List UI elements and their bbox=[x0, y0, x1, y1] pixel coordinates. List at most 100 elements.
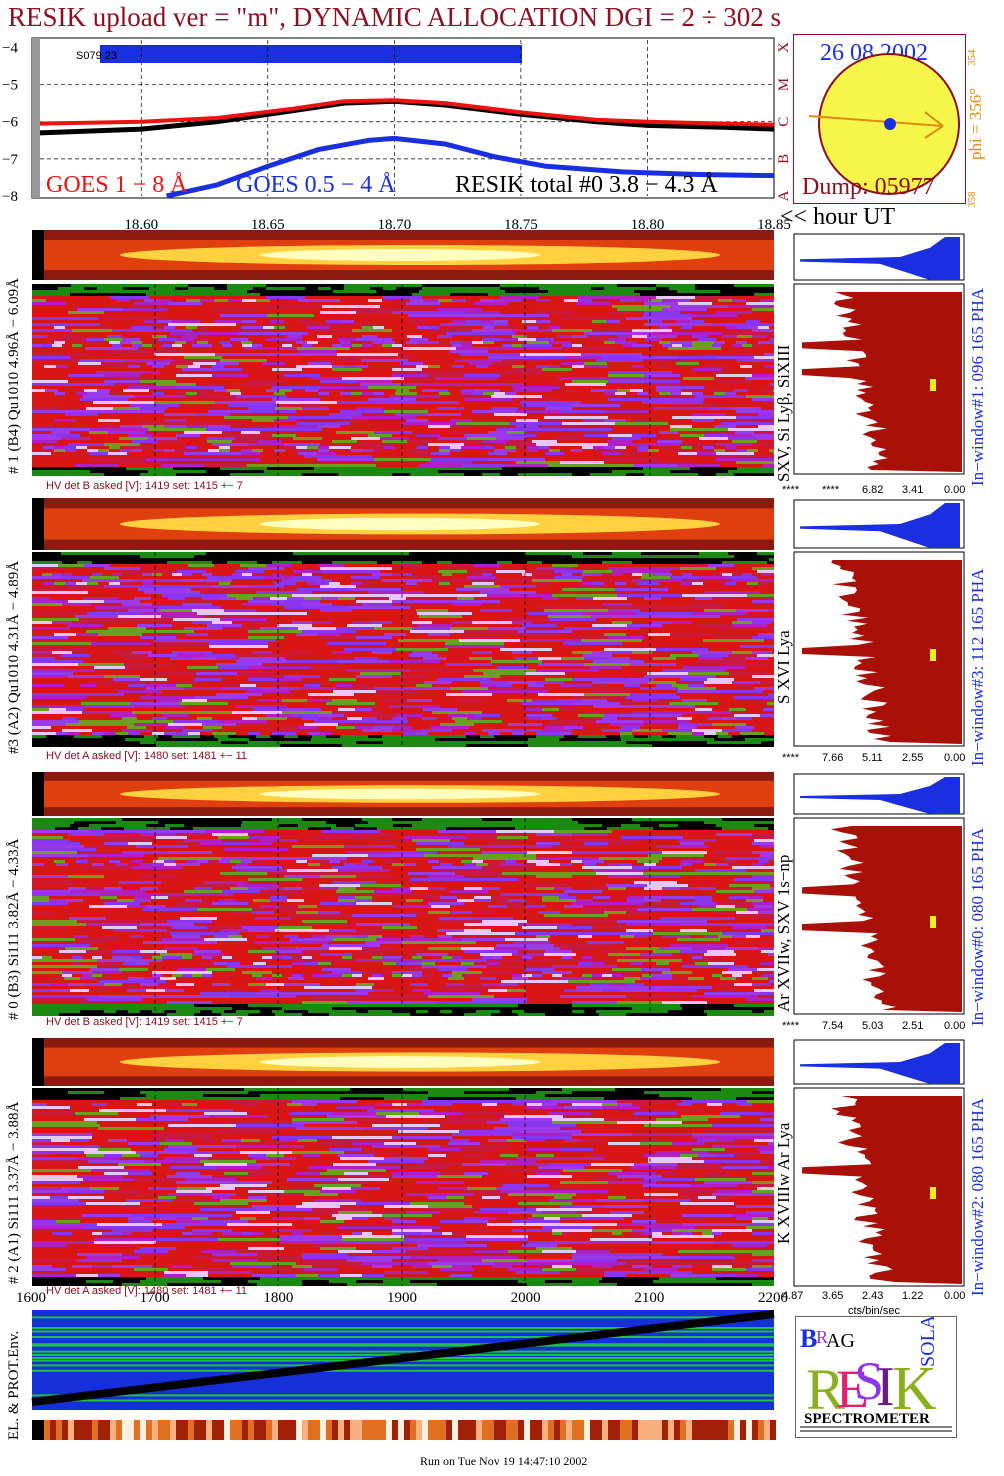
pha-red-3 bbox=[802, 1096, 962, 1284]
lc-line-1 bbox=[166, 135, 775, 199]
env-xtick-3: 1900 bbox=[387, 1290, 417, 1306]
goes-class-1: M bbox=[776, 78, 792, 91]
resik-logo: B R AG R E S I K SOLAR SPECTROMETER bbox=[795, 1301, 957, 1438]
pha-tick-1-4: 0.00 bbox=[944, 752, 966, 764]
lc-xtick-4: 18.80 bbox=[631, 217, 665, 233]
detector-2-line-label: K XVIIIw Ar Lya bbox=[774, 1122, 793, 1244]
env-axis-label: EL. & PROT.Env. bbox=[6, 1330, 22, 1440]
det-band-core-2 bbox=[260, 788, 540, 800]
lc-ytick-3: −7 bbox=[2, 152, 18, 168]
phi-arrow-b bbox=[924, 125, 944, 139]
pha-blue-2 bbox=[800, 777, 960, 814]
env-xtick-5: 2100 bbox=[634, 1290, 665, 1306]
pha-blue-0 bbox=[800, 237, 960, 280]
detector-3-window-label: In−window#3: 112 165 PHA bbox=[968, 568, 987, 766]
detector-0-window-label: In−window#0: 080 165 PHA bbox=[968, 827, 987, 1026]
pha-tick-3-4: 0.00 bbox=[944, 1290, 966, 1302]
pha-tick-0-1: **** bbox=[822, 484, 840, 496]
pha-tick-1-0: **** bbox=[782, 752, 800, 764]
observation-bar bbox=[100, 45, 522, 63]
det-band-edge-2 bbox=[32, 772, 44, 816]
env-xtick-4: 2000 bbox=[510, 1290, 541, 1306]
goes-class-letters: X M C B A bbox=[776, 42, 792, 202]
pha-unit-label: cts/bin/sec bbox=[848, 1305, 900, 1317]
sun-disk-diagram bbox=[808, 53, 960, 195]
det-band-core-3 bbox=[260, 1056, 540, 1068]
logo-caption: SPECTROMETER bbox=[804, 1411, 930, 1427]
detector-0-hv: HV det B asked [V]: 1419 set: 1415 +− 7 bbox=[46, 1016, 243, 1028]
detector-1-window-label: In−window#1: 096 165 PHA bbox=[968, 287, 987, 486]
lightcurve-y-ticks: −4 −5 −6 −7 −8 bbox=[2, 40, 18, 205]
detector-3-axis-label: #3 (A2) Qu1010 4.31Å − 4.89Å bbox=[6, 560, 22, 754]
legend-resik: RESIK total #0 3.8 − 4.3 Å bbox=[455, 172, 718, 198]
legend-goes-short: GOES 0.5 − 4 Å bbox=[236, 172, 396, 198]
sun-panel bbox=[793, 34, 966, 204]
pha-red-2 bbox=[802, 826, 962, 1012]
pha-tick-0-2: 6.82 bbox=[862, 484, 884, 496]
pha-red-1 bbox=[802, 560, 962, 744]
pha-tick-3-2: 2.43 bbox=[862, 1290, 884, 1302]
x-unit-label: << hour UT bbox=[780, 204, 896, 230]
pha-marker-0 bbox=[930, 379, 936, 391]
detector-0-axis-label: # 0 (B3) Si111 3.82Å − 4.33Å bbox=[6, 838, 22, 1020]
goes-class-3: B bbox=[776, 154, 792, 164]
env-panel bbox=[31, 1310, 776, 1440]
lc-ytick-1: −5 bbox=[2, 78, 18, 94]
lc-xtick-5: 18.85 bbox=[757, 217, 791, 233]
pha-tick-0-0: **** bbox=[782, 484, 800, 496]
env-diagonal bbox=[31, 1310, 775, 1406]
detector-panel-1 bbox=[32, 498, 965, 747]
detector-1-hv: HV det B asked [V]: 1419 set: 1415 +− 7 bbox=[46, 480, 243, 492]
detector-2-window-label: In−window#2: 080 165 PHA bbox=[968, 1097, 987, 1296]
lightcurve-chart: S079 23 −4−5−6−7−8 18.60 18.65 18.70 18.75 1… bbox=[2, 37, 792, 233]
pha-marker-1 bbox=[930, 649, 936, 661]
detector-1-axis-label: # 1 (B4) Qu1010 4.96Å − 6.09Å bbox=[6, 278, 22, 474]
goes-class-2: C bbox=[776, 117, 792, 127]
pha-blue-1 bbox=[800, 503, 960, 548]
goes-class-0: X bbox=[776, 42, 792, 53]
footer-run-time: Run on Tue Nov 19 14:47:10 2002 bbox=[420, 1454, 588, 1468]
pha-tick-2-2: 5.03 bbox=[862, 1020, 884, 1032]
goes-class-4: A bbox=[776, 190, 792, 201]
env-xtick-6: 2200 bbox=[758, 1290, 788, 1306]
pha-tick-2-4: 0.00 bbox=[944, 1020, 966, 1032]
lc-ytick-0: −4 bbox=[2, 40, 18, 56]
pha-tick-3-1: 3.65 bbox=[822, 1290, 844, 1302]
pha-tick-1-2: 5.11 bbox=[862, 752, 883, 764]
pha-tick-2-0: **** bbox=[782, 1020, 800, 1032]
lc-ytick-2: −6 bbox=[2, 115, 18, 131]
legend-goes-long: GOES 1 − 8 Å bbox=[46, 172, 188, 198]
phi-direction-line bbox=[808, 115, 944, 127]
page-title: RESIK upload ver = "m", DYNAMIC ALLOCATI… bbox=[8, 2, 782, 32]
detector-panel-2 bbox=[32, 772, 965, 1016]
lc-xtick-1: 18.65 bbox=[251, 217, 285, 233]
lc-ytick-4: −8 bbox=[2, 189, 18, 205]
pha-tick-3-0: 4.87 bbox=[782, 1290, 804, 1302]
pha-blue-3 bbox=[800, 1043, 960, 1084]
lc-line-0 bbox=[39, 98, 775, 127]
lightcurve-left-strip bbox=[32, 38, 40, 198]
lc-xtick-2: 18.70 bbox=[377, 217, 411, 233]
env-xtick-0: 1600 bbox=[16, 1290, 46, 1306]
pha-tick-1-3: 2.55 bbox=[902, 752, 924, 764]
pha-tick-1-1: 7.66 bbox=[822, 752, 844, 764]
detector-panel-0 bbox=[32, 230, 965, 476]
phi-arrow-a bbox=[924, 111, 944, 127]
pha-tick-0-4: 0.00 bbox=[944, 484, 966, 496]
detector-2-hv: HV det A asked [V]: 1480 set: 1481 +− 11 bbox=[46, 1285, 247, 1297]
det-band-edge-1 bbox=[32, 498, 44, 550]
env-xtick-1: 1700 bbox=[139, 1290, 170, 1306]
detector-panel-3 bbox=[32, 1038, 965, 1287]
pha-tick-3-3: 1.22 bbox=[902, 1290, 924, 1302]
det-band-edge-0 bbox=[32, 230, 44, 280]
pha-tick-0-3: 3.41 bbox=[902, 484, 924, 496]
lc-xtick-0: 18.60 bbox=[124, 217, 158, 233]
detector-3-line-label: S XVI Lya bbox=[774, 630, 793, 704]
lightcurve-series bbox=[39, 98, 775, 199]
observation-bar-label: S079 23 bbox=[76, 50, 117, 62]
pha-marker-3 bbox=[930, 1187, 936, 1199]
lightcurve-x-ticks: 18.60 18.65 18.70 18.75 18.80 18.85 bbox=[124, 217, 791, 233]
pha-red-0 bbox=[802, 292, 962, 472]
detector-1-line-label: SXV, Si Lyβ, SiXIII bbox=[774, 344, 793, 482]
